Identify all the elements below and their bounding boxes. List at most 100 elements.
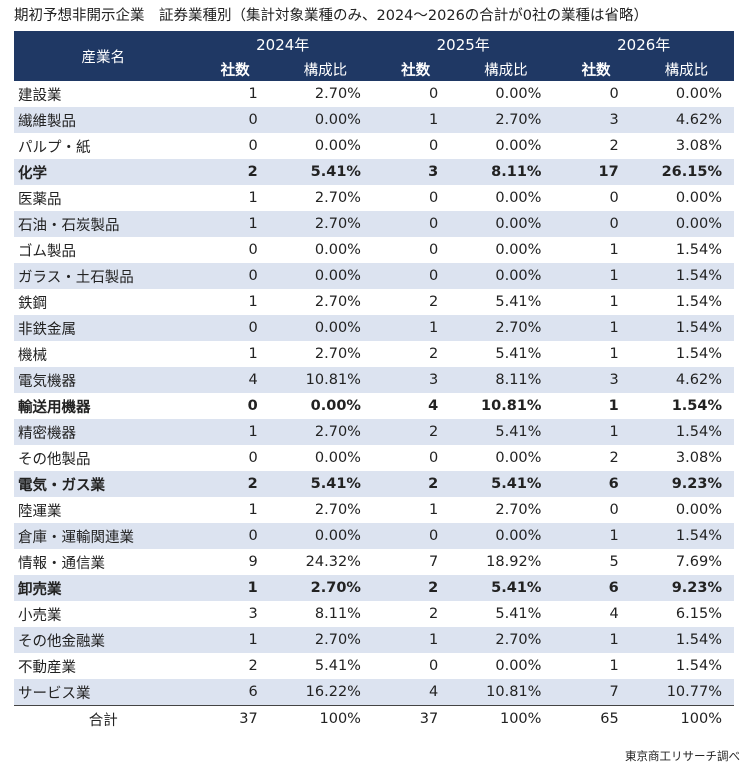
count-cell: 4	[553, 601, 639, 627]
ratio-cell: 0.00%	[277, 445, 373, 471]
industry-name-cell: 医薬品	[14, 185, 193, 211]
ratio-cell: 0.00%	[458, 263, 554, 289]
ratio-cell: 8.11%	[458, 159, 554, 185]
table-row: 化学 2 5.41% 3 8.11% 17 26.15%	[14, 159, 734, 185]
ratio-cell: 0.00%	[277, 523, 373, 549]
industry-table: 産業名 2024年 2025年 2026年 社数 構成比 社数 構成比 社数 構…	[14, 31, 734, 732]
count-cell: 1	[192, 341, 278, 367]
total-count-cell: 37	[372, 705, 459, 732]
ratio-cell: 1.54%	[638, 419, 734, 445]
count-cell: 0	[192, 393, 278, 419]
ratio-cell: 0.00%	[277, 133, 373, 159]
count-cell: 1	[553, 237, 639, 263]
total-label: 合計	[14, 705, 193, 732]
ratio-cell: 5.41%	[458, 419, 554, 445]
ratio-cell: 2.70%	[277, 341, 373, 367]
ratio-cell: 3.08%	[638, 133, 734, 159]
ratio-cell: 10.77%	[638, 679, 734, 706]
ratio-cell: 9.23%	[638, 471, 734, 497]
table-row: 繊維製品 0 0.00% 1 2.70% 3 4.62%	[14, 107, 734, 133]
count-cell: 1	[553, 315, 639, 341]
count-cell: 2	[192, 471, 278, 497]
count-cell: 1	[553, 627, 639, 653]
count-cell: 3	[372, 367, 459, 393]
count-column-header: 社数	[372, 58, 459, 81]
count-cell: 0	[192, 107, 278, 133]
ratio-cell: 5.41%	[458, 471, 554, 497]
count-cell: 1	[553, 263, 639, 289]
count-cell: 0	[372, 211, 459, 237]
ratio-cell: 10.81%	[458, 393, 554, 419]
ratio-cell: 1.54%	[638, 315, 734, 341]
table-row: 電気機器 4 10.81% 3 8.11% 3 4.62%	[14, 367, 734, 393]
count-cell: 0	[372, 445, 459, 471]
ratio-cell: 1.54%	[638, 263, 734, 289]
count-cell: 1	[553, 289, 639, 315]
count-cell: 3	[192, 601, 278, 627]
total-count-cell: 65	[553, 705, 639, 732]
ratio-cell: 5.41%	[458, 575, 554, 601]
ratio-cell: 0.00%	[638, 497, 734, 523]
ratio-cell: 10.81%	[277, 367, 373, 393]
ratio-cell: 2.70%	[277, 211, 373, 237]
industry-name-cell: 石油・石炭製品	[14, 211, 193, 237]
ratio-cell: 0.00%	[458, 445, 554, 471]
industry-name-cell: サービス業	[14, 679, 193, 706]
table-row: 機械 1 2.70% 2 5.41% 1 1.54%	[14, 341, 734, 367]
ratio-cell: 9.23%	[638, 575, 734, 601]
count-cell: 1	[553, 393, 639, 419]
ratio-cell: 2.70%	[458, 627, 554, 653]
count-cell: 1	[192, 575, 278, 601]
source-note: 東京商工リサーチ調べ	[625, 749, 740, 763]
ratio-cell: 2.70%	[277, 627, 373, 653]
chart-title: 期初予想非開示企業 証券業種別（集計対象業種のみ、2024～2026の合計が0社…	[14, 8, 649, 24]
ratio-cell: 6.15%	[638, 601, 734, 627]
year-header: 2026年	[553, 31, 734, 58]
count-cell: 0	[192, 315, 278, 341]
total-ratio-cell: 100%	[277, 705, 373, 732]
count-column-header: 社数	[192, 58, 278, 81]
industry-name-cell: 情報・通信業	[14, 549, 193, 575]
ratio-cell: 7.69%	[638, 549, 734, 575]
industry-name-cell: 建設業	[14, 81, 193, 107]
ratio-cell: 2.70%	[277, 497, 373, 523]
table-row: 石油・石炭製品 1 2.70% 0 0.00% 0 0.00%	[14, 211, 734, 237]
ratio-cell: 5.41%	[277, 159, 373, 185]
table-row: 不動産業 2 5.41% 0 0.00% 1 1.54%	[14, 653, 734, 679]
ratio-column-header: 構成比	[458, 58, 554, 81]
industry-name-cell: ゴム製品	[14, 237, 193, 263]
count-cell: 5	[553, 549, 639, 575]
table-row: 非鉄金属 0 0.00% 1 2.70% 1 1.54%	[14, 315, 734, 341]
year-header: 2024年	[192, 31, 373, 58]
ratio-cell: 4.62%	[638, 367, 734, 393]
table-row: 電気・ガス業 2 5.41% 2 5.41% 6 9.23%	[14, 471, 734, 497]
ratio-cell: 0.00%	[458, 133, 554, 159]
table-row: 卸売業 1 2.70% 2 5.41% 6 9.23%	[14, 575, 734, 601]
ratio-cell: 2.70%	[458, 315, 554, 341]
count-cell: 1	[372, 497, 459, 523]
count-cell: 1	[192, 497, 278, 523]
count-cell: 3	[553, 107, 639, 133]
table-row: ゴム製品 0 0.00% 0 0.00% 1 1.54%	[14, 237, 734, 263]
ratio-cell: 0.00%	[638, 81, 734, 107]
table-row: 建設業 1 2.70% 0 0.00% 0 0.00%	[14, 81, 734, 107]
ratio-cell: 2.70%	[277, 81, 373, 107]
ratio-cell: 1.54%	[638, 237, 734, 263]
table-row: パルプ・紙 0 0.00% 0 0.00% 2 3.08%	[14, 133, 734, 159]
count-cell: 4	[372, 393, 459, 419]
table-footer: 合計 37 100% 37 100% 65 100%	[14, 705, 734, 732]
ratio-cell: 5.41%	[277, 653, 373, 679]
count-cell: 1	[372, 627, 459, 653]
table-body: 建設業 1 2.70% 0 0.00% 0 0.00% 繊維製品 0 0.00% 1 2.70% 3 4.…	[14, 81, 734, 706]
ratio-cell: 0.00%	[458, 185, 554, 211]
industry-name-cell: 非鉄金属	[14, 315, 193, 341]
ratio-cell: 1.54%	[638, 653, 734, 679]
industry-name-cell: 倉庫・運輸関連業	[14, 523, 193, 549]
ratio-cell: 0.00%	[277, 107, 373, 133]
industry-name-cell: パルプ・紙	[14, 133, 193, 159]
ratio-cell: 2.70%	[458, 107, 554, 133]
count-cell: 2	[192, 159, 278, 185]
count-cell: 1	[372, 315, 459, 341]
count-cell: 0	[192, 263, 278, 289]
count-cell: 1	[192, 81, 278, 107]
